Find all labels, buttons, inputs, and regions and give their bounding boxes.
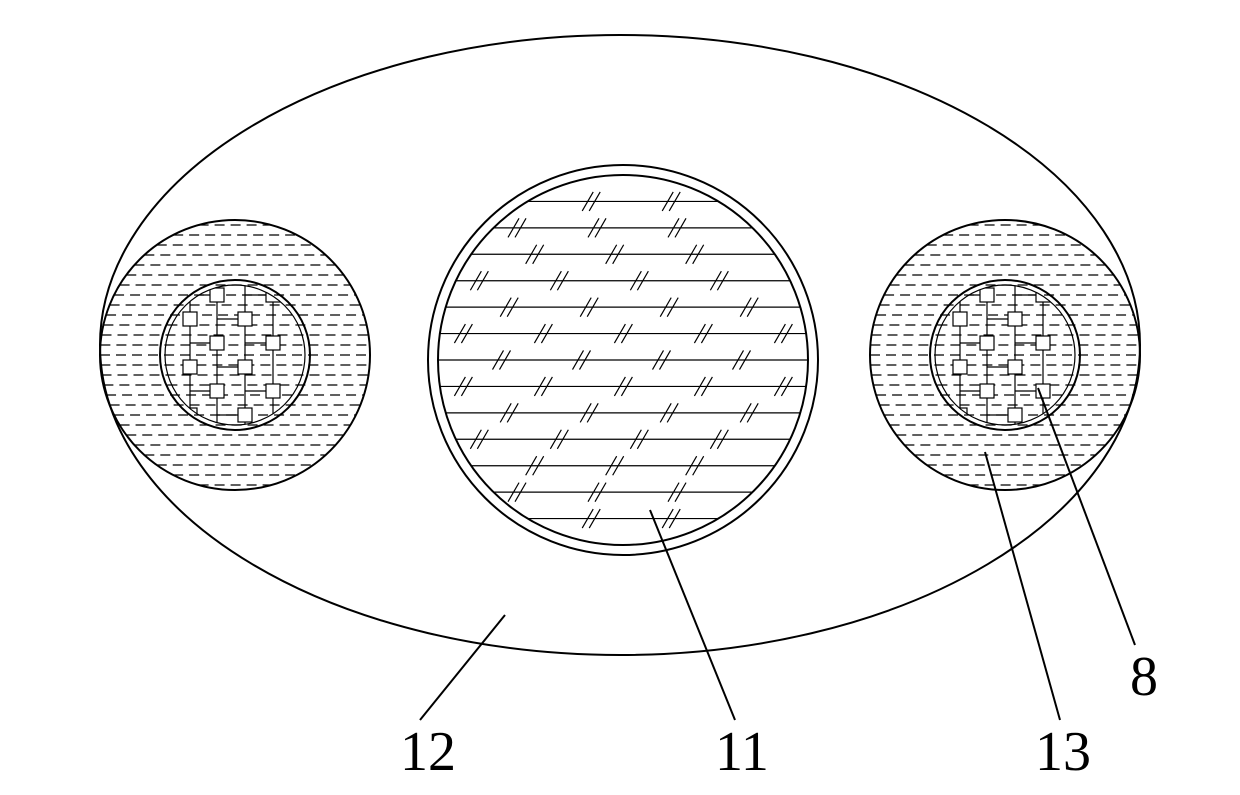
label-n13: 13 [1035, 721, 1091, 783]
diagram-svg: 12 11 13 8 [0, 0, 1240, 795]
left-ring-fill [100, 225, 370, 485]
label-n12: 12 [400, 721, 456, 783]
center-hatch [438, 192, 808, 528]
leader-l13 [985, 452, 1060, 720]
label-n11: 11 [715, 721, 769, 783]
label-n8: 8 [1130, 646, 1158, 708]
leader-l12 [420, 615, 505, 720]
right-ring-fill [870, 225, 1140, 485]
